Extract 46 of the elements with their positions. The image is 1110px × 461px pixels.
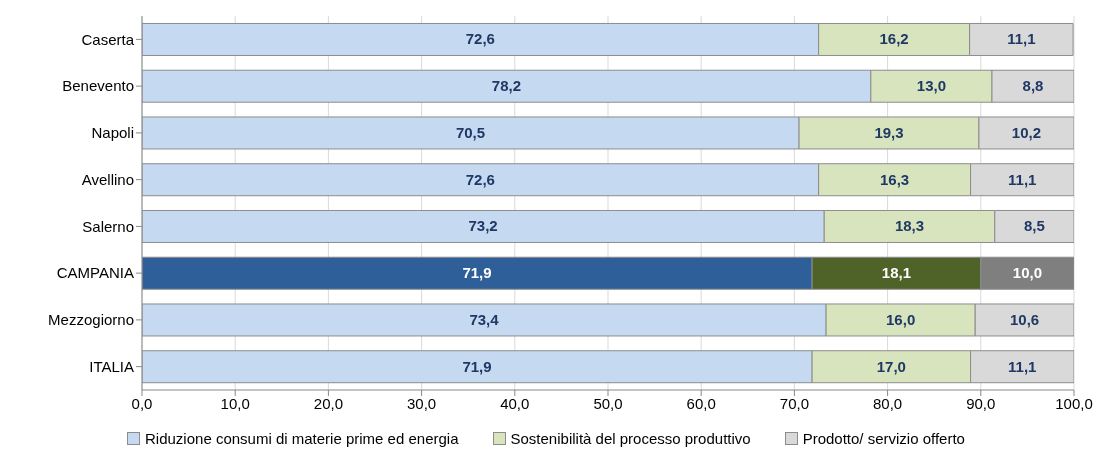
data-label: 71,9: [462, 357, 492, 375]
data-label: 10,0: [1012, 264, 1042, 282]
data-label: 10,2: [1011, 123, 1042, 141]
data-label: 71,9: [462, 264, 492, 282]
y-tick-label: ITALIA: [89, 357, 134, 375]
data-label: 11,1: [1007, 30, 1036, 48]
data-label: 16,2: [879, 30, 909, 48]
data-label: 78,2: [491, 77, 522, 95]
y-tick-label: Napoli: [91, 124, 134, 142]
x-tick-label: 100,0: [1055, 394, 1093, 412]
data-label: 17,0: [876, 357, 906, 375]
data-label: 11,1: [1008, 357, 1037, 375]
data-label: 16,0: [886, 310, 916, 328]
legend-label: Prodotto/ servizio offerto: [802, 430, 965, 447]
data-label: 18,1: [881, 264, 912, 282]
data-label: 13,0: [916, 77, 947, 95]
x-tick-label: 90,0: [966, 394, 996, 412]
data-label: 11,1: [1008, 170, 1037, 188]
data-label: 72,6: [465, 170, 495, 188]
x-tick-label: 60,0: [686, 394, 716, 412]
y-tick-label: CAMPANIA: [56, 264, 134, 282]
x-tick-label: 50,0: [593, 394, 623, 412]
data-label: 8,5: [1023, 217, 1045, 235]
x-tick-label: 40,0: [500, 394, 530, 412]
data-label: 70,5: [455, 123, 486, 141]
data-label: 19,3: [874, 123, 904, 141]
x-tick-label: 0,0: [131, 394, 153, 412]
x-tick-label: 30,0: [407, 394, 437, 412]
x-tick-label: 80,0: [873, 394, 903, 412]
x-tick-label: 10,0: [220, 394, 250, 412]
data-label: 73,4: [469, 310, 500, 328]
x-tick-label: 20,0: [313, 394, 343, 412]
y-tick-label: Avellino: [81, 170, 134, 188]
x-tick-label: 70,0: [779, 394, 809, 412]
legend-label: Riduzione consumi di materie prime ed energia: [145, 430, 459, 447]
y-tick-label: Caserta: [81, 30, 135, 48]
data-label: 10,6: [1010, 310, 1040, 328]
data-label: 72,6: [465, 30, 495, 48]
legend-label: Sostenibilità del processo produttivo: [510, 430, 751, 447]
y-tick-label: Salerno: [82, 217, 134, 235]
y-tick-label: Benevento: [62, 77, 134, 95]
data-label: 8,8: [1022, 77, 1044, 95]
data-label: 18,3: [894, 217, 925, 235]
y-tick-label: Mezzogiorno: [48, 311, 134, 329]
data-label: 73,2: [468, 217, 498, 235]
data-label: 16,3: [879, 170, 910, 188]
